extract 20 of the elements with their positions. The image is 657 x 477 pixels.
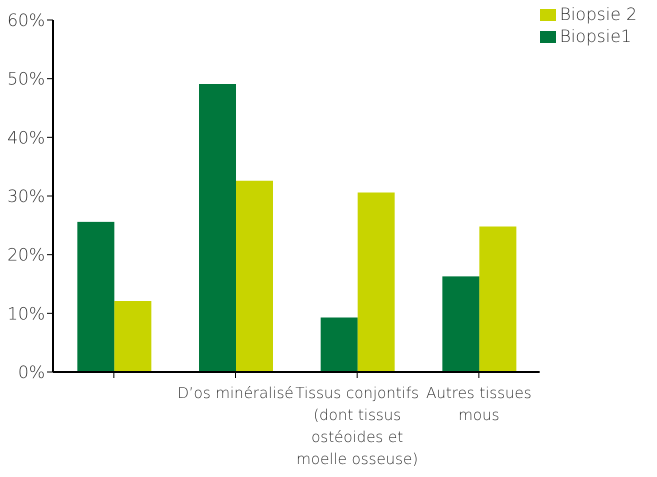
y-tick-label: 40% [7, 128, 45, 148]
bar [114, 301, 152, 372]
y-tick-label: 60% [7, 11, 45, 32]
bar [199, 84, 236, 372]
bar [320, 317, 358, 372]
bar [358, 192, 395, 372]
bar [236, 180, 274, 372]
y-tick-label: 10% [7, 304, 45, 324]
bar [442, 276, 480, 372]
legend-label: Biopsie1 [560, 27, 632, 47]
bar [77, 222, 114, 372]
y-tick-label: 30% [7, 187, 45, 208]
y-tick-label: 50% [7, 70, 45, 90]
y-tick-label: 0% [18, 363, 45, 384]
y-tick-label: 20% [7, 246, 45, 266]
x-tick-label: Tissus conjontifs (dont tissus ostéoides et moelle osseuse) [295, 384, 419, 468]
legend-label: Biopsie 2 [560, 5, 637, 25]
x-tick-label: Autres tissues mous [426, 384, 532, 424]
bar [479, 226, 516, 372]
x-tick-label: D’os minéralisé [177, 384, 294, 402]
